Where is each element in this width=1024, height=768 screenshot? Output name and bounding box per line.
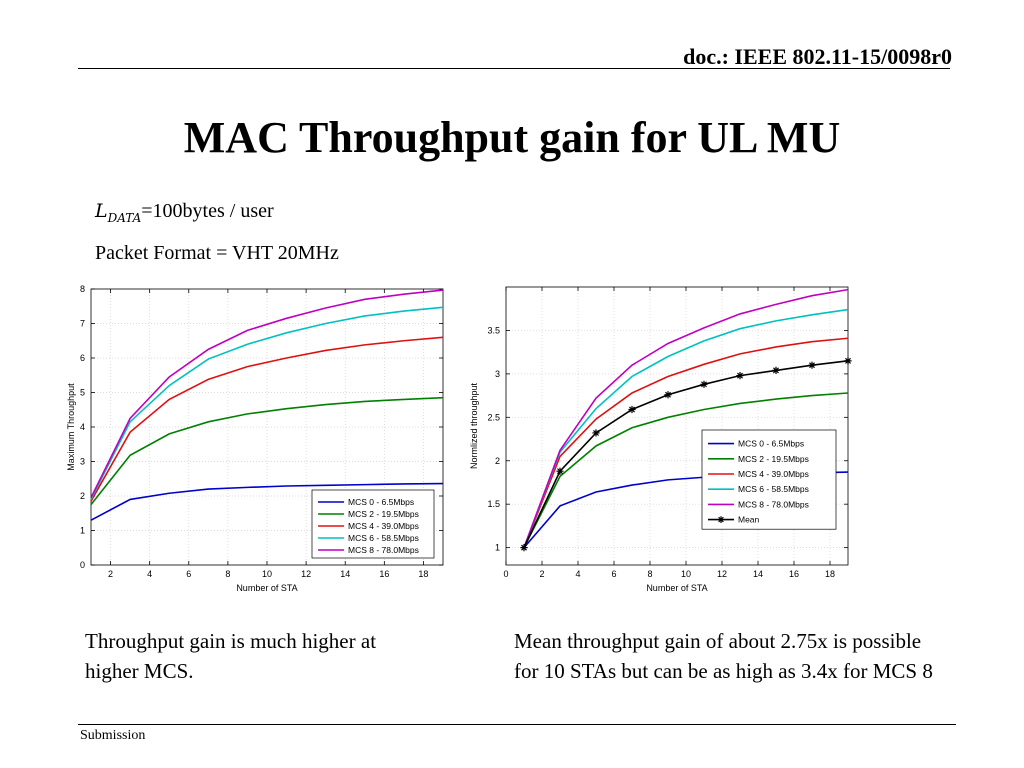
packet-format-line: Packet Format = VHT 20MHz [95,242,339,264]
y-tick-label: 4 [80,422,85,432]
data-length-symbol: LDATA [95,200,142,225]
series-line-2 [90,336,444,502]
mean-point [700,380,708,388]
series-line-3 [90,306,444,500]
y-tick-label: 3 [495,369,500,379]
y-tick-label: 0 [80,560,85,570]
x-tick-label: 4 [147,569,152,579]
legend-marker [717,516,725,523]
series-line-0 [90,482,444,521]
legend-box [701,429,837,530]
x-tick-label: 16 [789,569,799,579]
legend-label: MCS 8 - 78.0Mbps [738,499,809,509]
mean-point [592,429,600,437]
legend-label: MCS 2 - 19.5Mbps [348,509,419,519]
series-line-2 [523,337,849,548]
y-tick-label: 1 [80,526,85,536]
x-tick-label: 14 [340,569,350,579]
x-tick-label: 6 [611,569,616,579]
x-tick-label: 2 [539,569,544,579]
footer-rule [78,724,956,725]
legend-label: MCS 6 - 58.5Mbps [348,533,419,543]
legend-label: MCS 0 - 6.5Mbps [738,439,804,449]
normalized-throughput-chart: 0 2 4 6 8 10 12 14 16 18 1 1.5 2 2.5 3 3.5 Number of STA… [462,278,862,598]
mean-point [808,361,816,369]
x-axis-label: Number of STA [236,583,297,593]
mean-point [664,391,672,399]
x-tick-label: 14 [753,569,763,579]
legend-label: Mean [738,515,760,525]
right-caption: Mean throughput gain of about 2.75x is p… [514,629,933,683]
y-tick-label: 2 [80,491,85,501]
mean-point [736,372,744,380]
legend-label: MCS 4 - 39.0Mbps [348,521,419,531]
legend-label: MCS 6 - 58.5Mbps [738,484,809,494]
y-tick-label: 1.5 [487,499,500,509]
max-throughput-chart: 2 4 6 8 10 12 14 16 18 0 1 2 3 4 5 6 7 8 Number of STA Maxi… [60,278,450,598]
plot-frame [505,286,849,566]
data-length-value: =100bytes / user [141,200,274,222]
mean-point [772,366,780,374]
y-tick-label: 6 [80,353,85,363]
header-rule [78,68,950,69]
mean-point [628,405,636,414]
y-tick-label: 8 [80,284,85,294]
x-tick-label: 0 [503,569,508,579]
series-line-3 [523,308,849,548]
x-tick-label: 18 [825,569,835,579]
y-tick-label: 2 [495,456,500,466]
series-line-1 [90,396,444,506]
chart-svg: 0 2 4 6 8 10 12 14 16 18 1 1.5 2 2.5 3 3.5 Number of STA… [469,286,852,593]
series-line-5 [523,360,849,548]
x-tick-label: 6 [186,569,191,579]
x-tick-label: 12 [717,569,727,579]
y-tick-label: 2.5 [487,412,500,422]
document-id: doc.: IEEE 802.11-15/0098r0 [683,44,952,69]
data-length-subscript: DATA [107,210,142,225]
y-axis-label: Maximum Throughput [66,383,76,471]
y-tick-label: 3.5 [487,325,500,335]
x-tick-label: 12 [301,569,311,579]
x-tick-label: 4 [575,569,580,579]
y-tick-label: 3 [80,457,85,467]
y-tick-label: 5 [80,388,85,398]
legend-label: MCS 0 - 6.5Mbps [348,497,414,507]
x-tick-label: 16 [379,569,389,579]
legend-label: MCS 2 - 19.5Mbps [738,454,809,464]
x-tick-label: 18 [418,569,428,579]
mean-point [556,467,564,475]
data-length-line: LDATA=100bytes / user [95,200,274,225]
y-tick-label: 7 [80,319,85,329]
y-tick-label: 1 [495,543,500,553]
slide-title: MAC Throughput gain for UL MU [183,113,841,162]
series-line-4 [523,288,849,548]
x-tick-label: 10 [681,569,691,579]
mean-point [844,357,852,365]
x-tick-label: 10 [262,569,272,579]
footer-label: Submission [80,728,146,743]
x-tick-label: 2 [108,569,113,579]
x-tick-label: 8 [647,569,652,579]
series-line-4 [90,289,444,499]
x-axis-label: Number of STA [646,583,707,593]
legend-label: MCS 8 - 78.0Mbps [348,545,419,555]
y-axis-label: Normlized throughput [469,382,479,469]
x-tick-label: 8 [225,569,230,579]
mean-point [520,544,528,552]
left-caption: Throughput gain is much higher at higher… [85,629,377,683]
data-length-var: L [95,200,108,222]
legend-label: MCS 4 - 39.0Mbps [738,469,809,479]
series-line-1 [523,392,849,548]
